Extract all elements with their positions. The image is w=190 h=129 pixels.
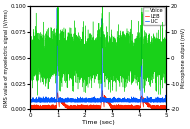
X-axis label: Time (sec): Time (sec) [82, 120, 115, 125]
LEB [118, 107, 120, 109]
Legend: Voice, LEB, LIC: Voice, LEB, LIC [143, 7, 165, 25]
LEB [29, 107, 32, 108]
Voice [29, 51, 32, 53]
LIC [165, 101, 167, 103]
Voice [54, 32, 56, 33]
LIC [29, 100, 32, 102]
Voice [111, 79, 113, 81]
LEB [131, 106, 133, 108]
LEB [51, 108, 53, 110]
Line: LIC: LIC [30, 8, 166, 102]
LIC [54, 100, 56, 102]
LIC [118, 97, 120, 99]
LIC [141, 95, 143, 97]
LIC [81, 101, 84, 103]
Voice [81, 50, 84, 51]
LIC [55, 101, 58, 103]
Voice [131, 80, 133, 82]
LEB [165, 106, 167, 107]
LIC [56, 7, 58, 9]
Y-axis label: Microphone output (mV): Microphone output (mV) [181, 28, 186, 88]
Y-axis label: RMS value of myoelectric signal (V/rms): RMS value of myoelectric signal (V/rms) [4, 9, 9, 107]
LEB [54, 107, 56, 109]
LEB [81, 105, 84, 107]
Voice [141, 14, 143, 15]
LEB [141, 97, 143, 99]
LEB [101, 90, 104, 91]
Line: Voice: Voice [30, 0, 166, 95]
Voice [165, 67, 167, 68]
LEB [111, 106, 113, 108]
LIC [131, 101, 133, 102]
LIC [111, 101, 113, 102]
Line: LEB: LEB [30, 91, 166, 109]
Voice [118, 45, 120, 46]
Voice [36, 95, 39, 96]
